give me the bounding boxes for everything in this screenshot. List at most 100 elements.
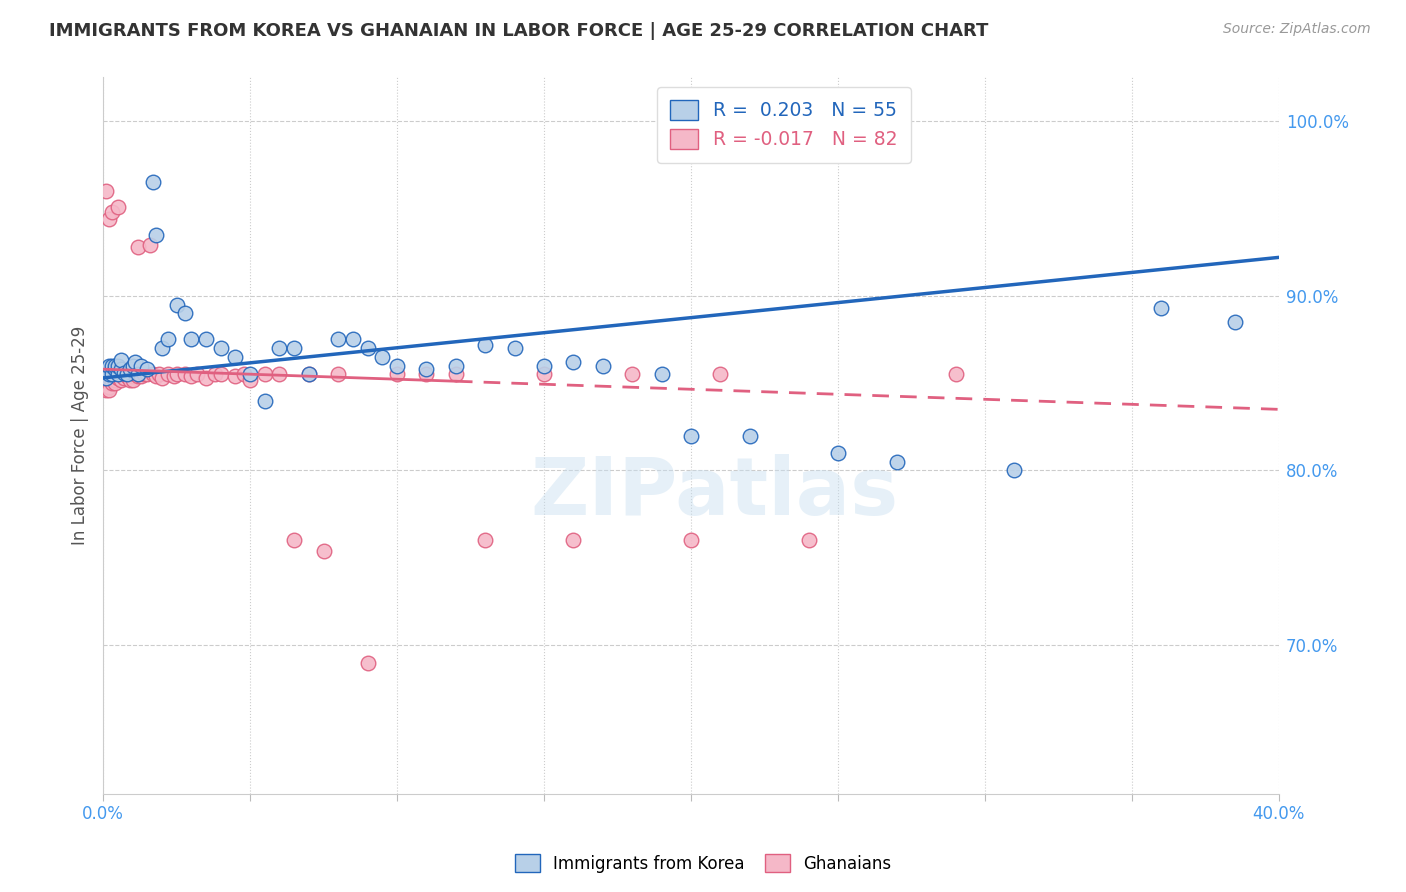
Point xyxy=(562,533,585,548)
Point xyxy=(415,362,437,376)
Point xyxy=(145,369,167,384)
Point xyxy=(94,371,117,385)
Point xyxy=(112,368,135,382)
Point xyxy=(110,369,132,384)
Point xyxy=(110,368,132,382)
Point xyxy=(298,368,321,382)
Point xyxy=(166,368,188,382)
Point xyxy=(107,371,129,385)
Point xyxy=(503,341,526,355)
Point xyxy=(533,359,555,373)
Point xyxy=(156,333,179,347)
Legend: Immigrants from Korea, Ghanaians: Immigrants from Korea, Ghanaians xyxy=(508,847,898,880)
Point xyxy=(166,297,188,311)
Point xyxy=(134,368,156,382)
Point xyxy=(945,368,967,382)
Point xyxy=(269,341,291,355)
Point xyxy=(145,227,167,242)
Point xyxy=(101,368,124,382)
Point xyxy=(110,353,132,368)
Point xyxy=(131,359,153,373)
Point xyxy=(110,373,132,387)
Point xyxy=(253,393,276,408)
Point xyxy=(886,455,908,469)
Point xyxy=(101,205,124,219)
Point xyxy=(94,371,117,385)
Point xyxy=(136,362,159,376)
Point xyxy=(98,368,121,382)
Point xyxy=(180,333,202,347)
Point xyxy=(115,369,138,384)
Point xyxy=(174,306,197,320)
Point xyxy=(107,200,129,214)
Point xyxy=(124,368,146,382)
Point xyxy=(239,368,262,382)
Point xyxy=(621,368,644,382)
Point xyxy=(174,368,197,382)
Point xyxy=(139,238,162,252)
Point xyxy=(444,368,467,382)
Point xyxy=(94,362,117,376)
Point xyxy=(312,544,335,558)
Point xyxy=(357,341,380,355)
Point xyxy=(121,373,143,387)
Point xyxy=(1150,301,1173,315)
Point xyxy=(98,379,121,393)
Point xyxy=(94,379,117,393)
Point xyxy=(101,359,124,373)
Point xyxy=(121,359,143,373)
Point xyxy=(357,656,380,670)
Point xyxy=(101,373,124,387)
Point xyxy=(562,355,585,369)
Point xyxy=(444,359,467,373)
Point xyxy=(180,369,202,384)
Point xyxy=(283,533,305,548)
Point xyxy=(98,368,121,382)
Point xyxy=(474,533,496,548)
Point xyxy=(104,359,127,373)
Point xyxy=(104,376,127,391)
Point xyxy=(533,368,555,382)
Point xyxy=(104,362,127,376)
Point xyxy=(195,333,218,347)
Point xyxy=(94,184,117,198)
Point xyxy=(94,376,117,391)
Point xyxy=(1002,463,1025,477)
Point xyxy=(679,533,702,548)
Point xyxy=(101,376,124,391)
Point xyxy=(195,371,218,385)
Point xyxy=(679,428,702,442)
Point xyxy=(104,368,127,382)
Point xyxy=(115,368,138,382)
Point xyxy=(118,368,141,382)
Point xyxy=(127,369,149,384)
Point xyxy=(209,341,232,355)
Point xyxy=(94,373,117,387)
Point xyxy=(474,337,496,351)
Point xyxy=(148,368,170,382)
Point xyxy=(98,383,121,397)
Point xyxy=(797,533,820,548)
Point xyxy=(233,368,256,382)
Point xyxy=(94,383,117,397)
Point xyxy=(104,366,127,380)
Point xyxy=(98,369,121,384)
Point xyxy=(112,366,135,380)
Legend: R =  0.203   N = 55, R = -0.017   N = 82: R = 0.203 N = 55, R = -0.017 N = 82 xyxy=(657,87,911,162)
Point xyxy=(224,350,246,364)
Point xyxy=(651,368,673,382)
Point xyxy=(112,371,135,385)
Point xyxy=(101,368,124,382)
Point xyxy=(98,368,121,382)
Point xyxy=(101,368,124,382)
Point xyxy=(101,369,124,384)
Point xyxy=(94,368,117,382)
Point xyxy=(328,333,350,347)
Point xyxy=(124,355,146,369)
Point xyxy=(142,368,165,382)
Point xyxy=(342,333,364,347)
Text: ZIPatlas: ZIPatlas xyxy=(530,454,898,532)
Point xyxy=(98,373,121,387)
Text: IMMIGRANTS FROM KOREA VS GHANAIAN IN LABOR FORCE | AGE 25-29 CORRELATION CHART: IMMIGRANTS FROM KOREA VS GHANAIAN IN LAB… xyxy=(49,22,988,40)
Point xyxy=(328,368,350,382)
